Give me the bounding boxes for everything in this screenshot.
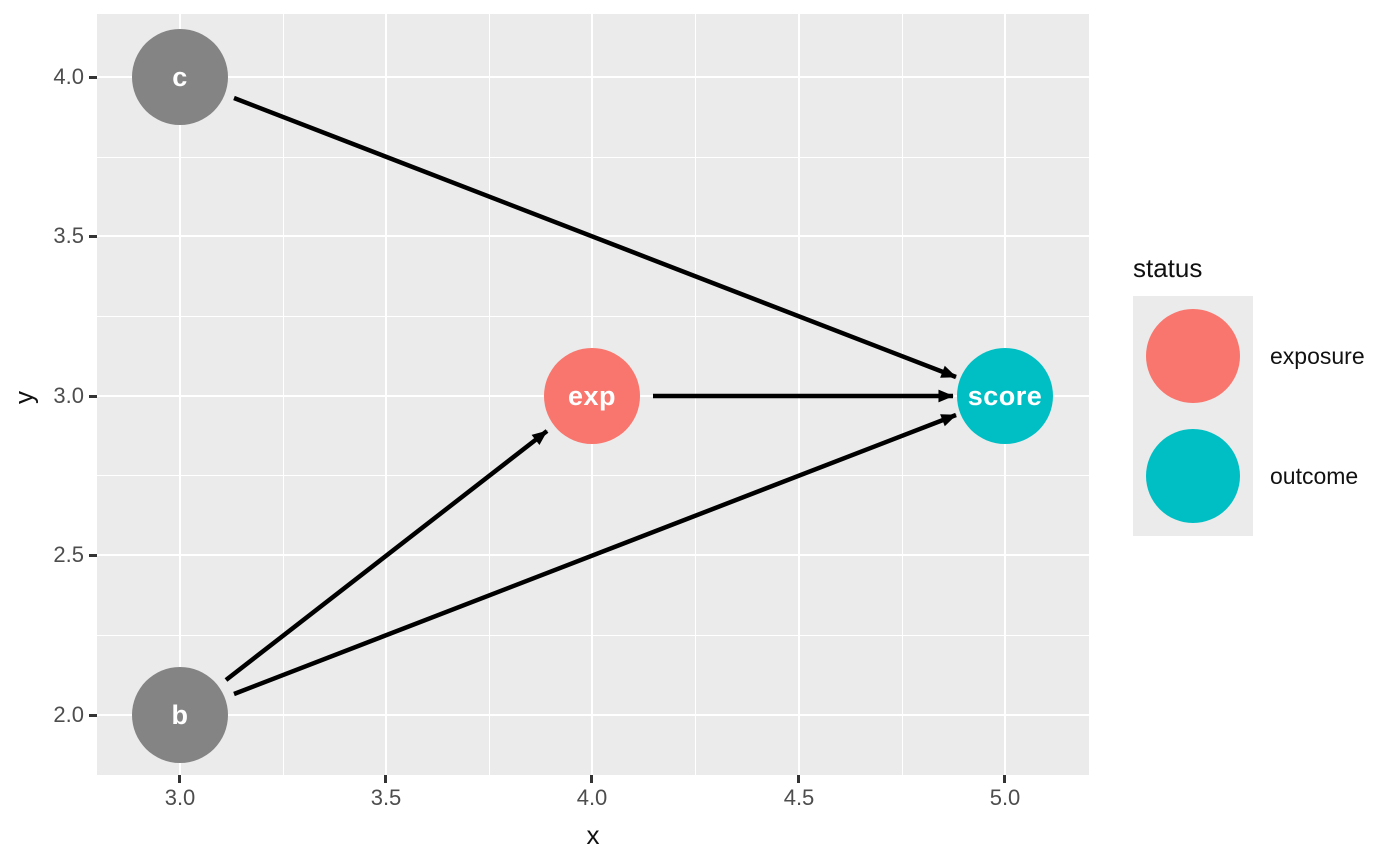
legend-key-block: exposure outcome — [1133, 296, 1365, 536]
dag-node-exp: exp — [544, 348, 640, 444]
y-tick-label: 2.0 — [53, 702, 84, 727]
y-axis-title: y — [8, 391, 39, 404]
legend-swatch-outcome — [1146, 429, 1240, 523]
y-axis-tick — [89, 554, 97, 557]
gridline-major-h — [97, 235, 1089, 237]
y-tick-label: 2.5 — [53, 542, 84, 567]
gridline-major-h — [97, 554, 1089, 556]
gridline-minor-h — [97, 316, 1089, 317]
y-tick-label: 3.0 — [53, 383, 84, 408]
gridline-minor-h — [97, 157, 1089, 158]
y-axis-tick — [89, 235, 97, 238]
x-axis-tick — [1003, 775, 1006, 783]
y-axis-tick — [89, 714, 97, 717]
legend-title: status — [1133, 253, 1203, 283]
gridline-major-v — [385, 14, 387, 775]
gridline-minor-v — [489, 14, 490, 775]
node-label-score: score — [967, 380, 1043, 411]
y-axis-tick — [89, 395, 97, 398]
gridline-major-h — [97, 76, 1089, 78]
x-axis-tick — [590, 775, 593, 783]
gridline-major-h — [97, 714, 1089, 716]
x-tick-label: 5.0 — [989, 785, 1021, 810]
gridline-minor-h — [97, 635, 1089, 636]
x-axis-tick — [797, 775, 800, 783]
dag-node-b: b — [132, 667, 228, 763]
gridline-minor-h — [97, 475, 1089, 476]
x-axis-tick — [384, 775, 387, 783]
x-tick-label: 4.0 — [576, 785, 608, 810]
dag-node-score: score — [957, 348, 1053, 444]
x-tick-label: 4.5 — [783, 785, 815, 810]
gridline-major-v — [179, 14, 181, 775]
x-axis-tick — [178, 775, 181, 783]
node-label-c: c — [172, 61, 188, 92]
dag-node-c: c — [132, 29, 228, 125]
legend-label-outcome: outcome — [1270, 463, 1359, 489]
y-tick-label: 3.5 — [53, 223, 84, 248]
node-label-b: b — [171, 699, 189, 730]
x-axis-title: x — [586, 820, 600, 850]
y-axis-tick — [89, 76, 97, 79]
gridline-minor-v — [283, 14, 284, 775]
legend-swatch-exposure — [1146, 309, 1240, 403]
legend: status exposure outcome — [1133, 253, 1400, 536]
x-tick-label: 3.5 — [370, 785, 402, 810]
legend-label-exposure: exposure — [1270, 343, 1365, 369]
x-tick-label: 3.0 — [164, 785, 196, 810]
y-tick-label: 4.0 — [53, 64, 84, 89]
node-label-exp: exp — [567, 380, 617, 411]
